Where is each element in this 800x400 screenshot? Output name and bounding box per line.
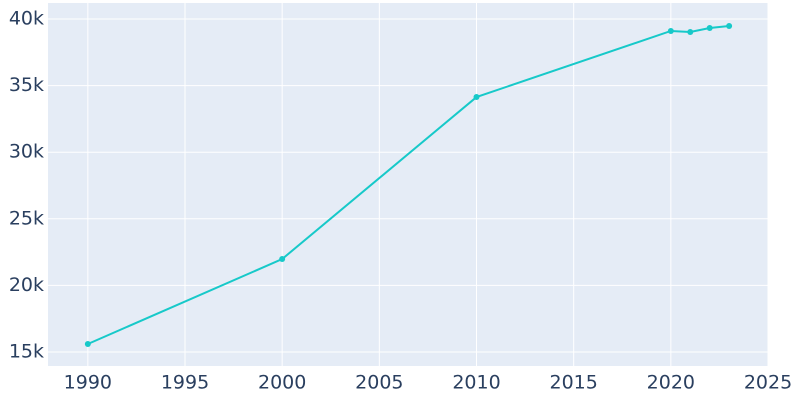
- x-tick-label: 2010: [452, 372, 500, 394]
- plot-background: [48, 3, 768, 366]
- point: [726, 23, 733, 30]
- y-tick-label: 35k: [9, 74, 44, 96]
- x-tick-label: 2025: [744, 372, 792, 394]
- x-tick-label: 2005: [355, 372, 403, 394]
- x-tick-label: 1990: [64, 372, 112, 394]
- x-tick-label: 2000: [258, 372, 306, 394]
- y-tick-label: 30k: [9, 141, 44, 163]
- x-tick-label: 1995: [161, 372, 209, 394]
- y-tick-label: 20k: [9, 274, 44, 296]
- x-tick-label: 2015: [549, 372, 597, 394]
- point: [279, 256, 286, 263]
- point: [473, 94, 480, 101]
- x-tick-label: 2020: [647, 372, 695, 394]
- point: [687, 29, 694, 36]
- y-tick-label: 15k: [9, 341, 44, 363]
- point: [706, 25, 713, 32]
- point: [84, 341, 91, 348]
- y-tick-label: 25k: [9, 207, 44, 229]
- y-tick-label: 40k: [9, 7, 44, 29]
- point: [667, 27, 674, 34]
